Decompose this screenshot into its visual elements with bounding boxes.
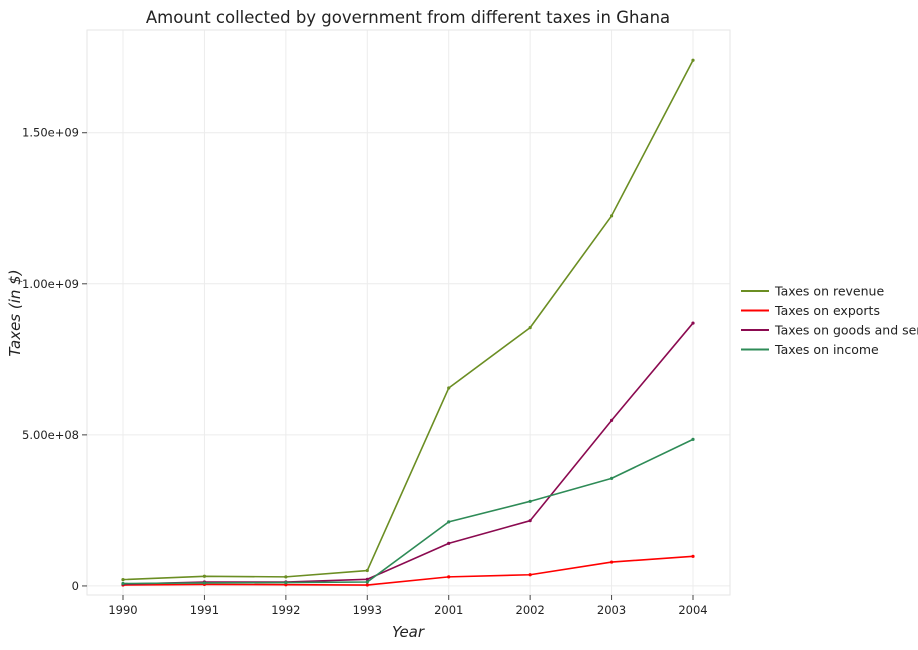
data-point — [365, 580, 369, 584]
legend-item: Taxes on income — [741, 342, 879, 357]
data-point — [691, 437, 695, 441]
data-point — [528, 326, 532, 330]
data-point — [284, 581, 288, 585]
chart-title: Amount collected by government from diff… — [146, 8, 670, 27]
data-point — [691, 554, 695, 558]
series-line — [122, 555, 694, 586]
series-line — [122, 438, 694, 585]
grid — [87, 30, 730, 595]
data-point — [121, 577, 125, 582]
series-3 — [121, 437, 695, 586]
x-tick-label: 1993 — [353, 603, 382, 617]
x-tick-label: 1992 — [271, 603, 300, 617]
data-point — [609, 214, 614, 218]
data-point — [202, 574, 207, 578]
series-line — [122, 59, 694, 581]
legend-item: Taxes on revenue — [741, 284, 884, 299]
y-tick-label: 5.00e+08 — [22, 428, 79, 442]
x-axis: 1990 1991 1992 1993 2001 2002 2003 2004 — [108, 595, 708, 617]
series-layer — [121, 58, 695, 587]
legend-label: Taxes on revenue — [774, 284, 884, 299]
series-line — [122, 322, 694, 585]
legend-item: Taxes on goods and services — [741, 323, 918, 338]
legend-label: Taxes on income — [774, 342, 879, 357]
data-point — [609, 560, 614, 564]
data-point — [691, 58, 695, 62]
legend-label: Taxes on exports — [774, 303, 880, 318]
data-point — [447, 575, 451, 579]
y-tick-label: 0 — [72, 579, 79, 593]
data-point — [447, 541, 451, 545]
x-tick-label: 2001 — [434, 603, 463, 617]
y-axis: 0 5.00e+08 1.00e+09 1.50e+09 — [22, 126, 87, 593]
series-0 — [121, 58, 695, 582]
data-point — [609, 476, 614, 480]
x-tick-label: 2004 — [678, 603, 707, 617]
legend-label: Taxes on goods and services — [774, 323, 918, 338]
data-point — [447, 520, 451, 524]
y-tick-label: 1.00e+09 — [22, 277, 79, 291]
y-axis-title: Taxes (in $) — [6, 269, 24, 356]
data-point — [528, 499, 532, 503]
data-point — [691, 321, 695, 325]
plot-background — [87, 30, 730, 595]
data-point — [121, 581, 125, 586]
data-point — [365, 583, 369, 587]
plot-frame — [86, 29, 731, 596]
x-tick-label: 1991 — [190, 603, 219, 617]
data-point — [365, 577, 369, 581]
data-point — [609, 418, 614, 422]
data-point — [202, 581, 207, 585]
data-point — [528, 519, 532, 523]
x-tick-label: 2003 — [597, 603, 626, 617]
x-tick-label: 1990 — [108, 603, 137, 617]
x-axis-title: Year — [392, 623, 425, 641]
legend: Taxes on revenue Taxes on exports Taxes on… — [741, 284, 918, 357]
y-tick-label: 1.50e+09 — [22, 126, 79, 140]
data-point — [528, 573, 532, 577]
legend-item: Taxes on exports — [741, 303, 880, 318]
data-point — [365, 568, 369, 573]
data-point — [447, 386, 451, 390]
x-tick-label: 2002 — [516, 603, 545, 617]
data-point — [284, 575, 288, 579]
